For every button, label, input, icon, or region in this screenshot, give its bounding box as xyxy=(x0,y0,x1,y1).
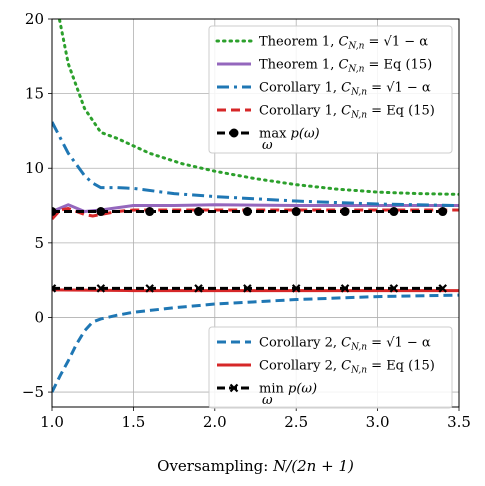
series-3 xyxy=(52,121,459,208)
series-4 xyxy=(52,207,459,220)
axes: 1.0 1.5 2.0 2.5 3.0 3.5 −5 0 5 10 15 20 xyxy=(22,10,471,431)
series-point xyxy=(389,207,399,217)
series-line xyxy=(57,19,459,196)
legend-item: Corollary 2, CN,n = √1 − α xyxy=(217,336,431,353)
series-5 xyxy=(52,207,448,217)
legend-item: Theorem 1, CN,n = Eq (15) xyxy=(217,58,432,75)
series-point xyxy=(389,284,399,293)
series-point xyxy=(52,207,57,217)
legend-marker xyxy=(229,383,239,393)
legend-bottom-right: Corollary 2, CN,n = √1 − α Corollary 2, C… xyxy=(208,326,453,409)
series-point xyxy=(438,284,447,293)
y-tick-label: 10 xyxy=(25,159,44,177)
series-point xyxy=(242,207,252,217)
legend-box xyxy=(208,326,453,409)
series-point xyxy=(145,207,155,217)
series-point xyxy=(96,207,106,217)
x-tick-label: 2.5 xyxy=(284,413,308,431)
series-line xyxy=(52,288,459,293)
series-line xyxy=(52,293,459,393)
legend-label: Corollary 2, CN,n = Eq (15) xyxy=(259,359,435,376)
series-layer xyxy=(52,19,459,393)
y-tick-label: 5 xyxy=(34,234,44,252)
legend-label: min p(ω) xyxy=(259,382,317,397)
series-point xyxy=(52,284,57,293)
legend-item: Corollary 1, CN,n = Eq (15) xyxy=(217,104,435,121)
legend-subscript: ω xyxy=(262,393,273,408)
series-point xyxy=(145,284,154,293)
legends: Theorem 1, CN,n = √1 − α Theorem 1, CN,n … xyxy=(208,25,453,409)
x-tick-label: 2.0 xyxy=(203,413,227,431)
series-point xyxy=(340,207,350,217)
y-tick-label: −5 xyxy=(22,383,44,401)
legend-item: Theorem 1, CN,n = √1 − α xyxy=(215,35,428,52)
series-point xyxy=(438,207,448,217)
x-tick-label: 1.5 xyxy=(121,413,145,431)
legend-label: Theorem 1, CN,n = √1 − α xyxy=(259,35,428,52)
legend-marker xyxy=(229,128,239,138)
x-tick-label: 1.0 xyxy=(40,413,64,431)
series-line xyxy=(52,203,459,214)
series-point xyxy=(340,284,350,293)
legend-label: Corollary 1, CN,n = Eq (15) xyxy=(259,104,435,121)
legend-label: Corollary 2, CN,n = √1 − α xyxy=(259,336,431,353)
series-point xyxy=(194,284,203,293)
y-tick-label: 0 xyxy=(34,308,44,326)
series-point xyxy=(291,207,301,217)
x-tick-label: 3.0 xyxy=(366,413,390,431)
series-point xyxy=(243,284,252,293)
y-tick-label: 15 xyxy=(25,85,44,103)
legend-item: max p(ω)ω xyxy=(217,127,320,153)
series-line xyxy=(52,207,459,220)
legend-label: max p(ω) xyxy=(259,127,320,142)
series-1 xyxy=(57,19,459,196)
legend-item: Corollary 2, CN,n = Eq (15) xyxy=(217,359,435,376)
legend-label: Theorem 1, CN,n = Eq (15) xyxy=(259,58,432,75)
legend-subscript: ω xyxy=(262,138,273,153)
series-7 xyxy=(52,288,459,293)
series-line xyxy=(52,121,459,208)
legend-top-right: Theorem 1, CN,n = √1 − α Theorem 1, CN,n … xyxy=(208,25,453,154)
series-2 xyxy=(52,203,459,214)
series-6 xyxy=(52,293,459,393)
x-axis-label-math: N/(2n + 1) xyxy=(272,457,354,475)
series-point xyxy=(291,284,301,293)
series-8 xyxy=(52,284,447,293)
x-tick-label: 3.5 xyxy=(447,413,471,431)
x-axis-label: Oversampling: N/(2n + 1) xyxy=(157,457,354,475)
legend-box xyxy=(208,25,453,154)
series-point xyxy=(96,284,106,293)
legend-item: min p(ω)ω xyxy=(217,382,317,408)
series-point xyxy=(194,207,204,217)
y-tick-label: 20 xyxy=(25,10,44,28)
legend-item: Corollary 1, CN,n = √1 − α xyxy=(217,81,431,98)
legend-label: Corollary 1, CN,n = √1 − α xyxy=(259,81,431,98)
x-axis-label-text: Oversampling: xyxy=(157,457,273,475)
